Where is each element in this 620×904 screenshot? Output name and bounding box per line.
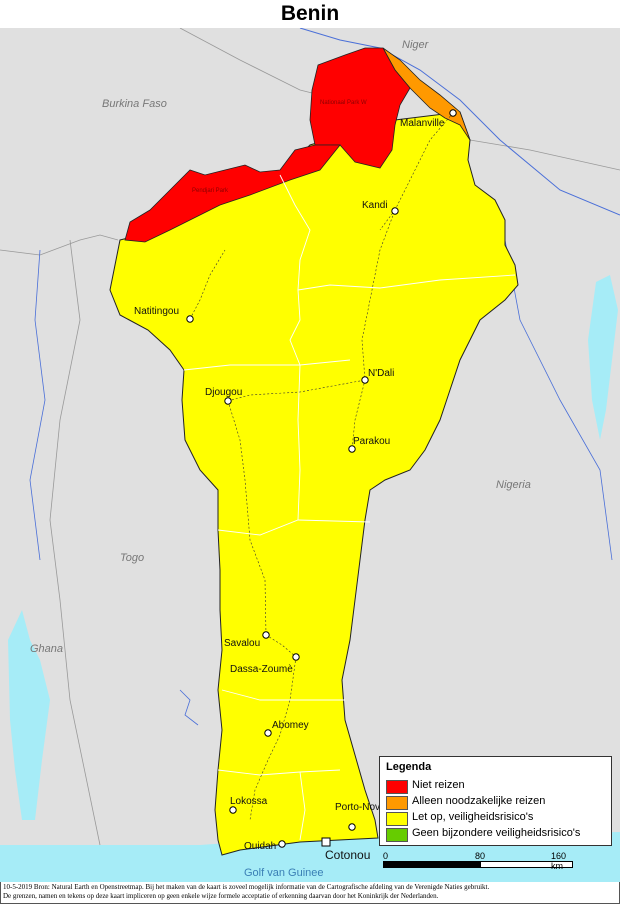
city-marker-savalou [262,631,270,639]
legend-swatch-green [386,828,408,842]
lake-east [588,275,618,440]
scale-tick-160: 160 km [551,851,567,871]
city-markers [186,109,457,848]
river-west [29,249,46,561]
scale-tick-80: 80 [475,851,486,861]
credits-line-2: De grenzen, namen en tekens op deze kaar… [3,892,439,900]
city-label-natitingou: Natitingou [134,306,179,317]
city-marker-natitingou [186,315,194,323]
city-label-djougou: Djougou [205,387,242,398]
legend-label-yellow: Let op, veiligheidsrisico's [412,811,534,823]
scale-bar: 0 80 160 km [383,851,573,881]
city-label-dassa: Dassa-Zoumè [230,664,293,675]
map-canvas: Niger Burkina Faso Nigeria Togo Ghana Go… [0,28,620,882]
city-marker-malanville [449,109,457,117]
city-label-parakou: Parakou [353,436,390,447]
city-label-lokossa: Lokossa [230,796,268,807]
legend-box: Legenda Niet reizen Alleen noodzakelijke… [379,756,612,846]
city-marker-djougou [224,397,232,405]
lake-volta [8,610,50,820]
label-park-w: Nationaal Park W [320,100,367,106]
credits: 10-5-2019 Bron: Natural Earth en Openstr… [3,883,617,901]
label-sea: Golf van Guinee [244,867,324,879]
city-marker-parakou [348,445,356,453]
border-niger-nigeria [469,139,620,171]
river-niger [299,28,620,216]
city-label-porto-novo: Porto-Novo [335,802,386,813]
city-marker-lokossa [229,806,237,814]
city-marker-abomey [264,729,272,737]
city-label-abomey: Abomey [272,720,309,731]
city-label-cotonou: Cotonou [325,848,370,862]
legend-label-green: Geen bijzondere veiligheidsrisico's [412,827,581,839]
border-burkina-togo [0,234,119,256]
legend-label-red: Niet reizen [412,779,465,791]
label-togo: Togo [120,552,144,564]
city-label-kandi: Kandi [362,200,388,211]
scale-tick-0: 0 [383,851,389,861]
legend-title: Legenda [386,761,432,773]
river-mono [179,689,199,726]
city-marker-ndali [361,376,369,384]
label-nigeria: Nigeria [496,479,531,491]
legend-swatch-orange [386,796,408,810]
scale-bar-black [383,861,481,868]
title-bar: Benin [0,0,620,29]
city-label-ouidah: Ouidah [244,841,276,852]
river-oueme [504,239,613,561]
label-niger: Niger [402,39,430,51]
legend-swatch-red [386,780,408,794]
city-marker-kandi [391,207,399,215]
benin-red-region-pendjari [124,144,341,243]
city-label-savalou: Savalou [224,638,260,649]
label-park-pendjari: Pendjari Park [192,188,229,194]
city-marker-dassa [292,653,300,661]
city-label-ndali: N'Dali [368,368,394,379]
department-borders [183,174,516,841]
border-togo-ghana [49,239,101,846]
benin-red-region-w-park [309,47,411,169]
page-title: Benin [280,2,340,25]
city-marker-cotonou [321,837,331,847]
city-marker-porto-novo [348,823,356,831]
label-burkina: Burkina Faso [102,98,167,110]
scale-bar-white [480,861,573,868]
city-marker-ouidah [278,840,286,848]
benin-yellow-region [109,111,519,856]
credits-line-1: 10-5-2019 Bron: Natural Earth en Openstr… [3,883,490,891]
legend-swatch-yellow [386,812,408,826]
legend-label-orange: Alleen noodzakelijke reizen [412,795,546,807]
border-niger-burkina [179,28,321,96]
label-ghana: Ghana [30,643,63,655]
city-label-malanville: Malanville [400,118,445,129]
